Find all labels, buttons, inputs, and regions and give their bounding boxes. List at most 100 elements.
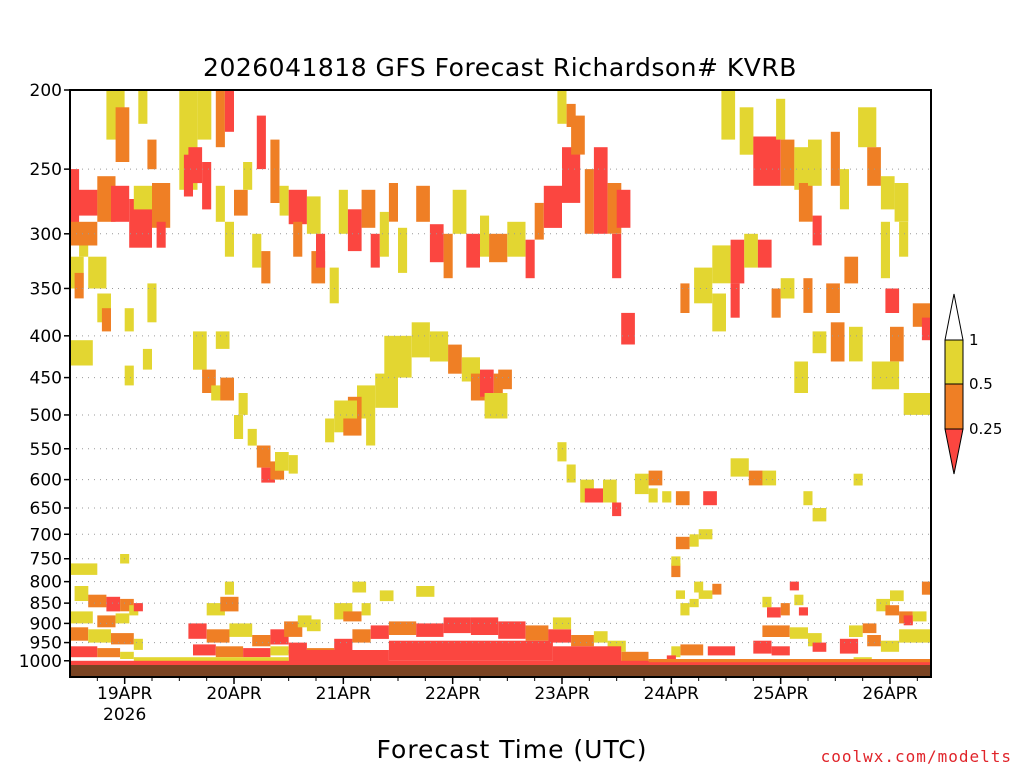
colorbar-label: 0.25 [969,420,1002,438]
ri-cell [325,418,335,443]
ri-cell [252,233,262,268]
ri-cell [115,613,130,624]
ri-cell [593,631,608,643]
ri-cell [612,233,622,279]
ri-cell [416,185,430,222]
ri-cell [334,638,353,652]
ri-cell [133,185,152,210]
ri-cell [388,183,398,222]
ri-cell [243,162,253,190]
ri-cell [306,196,321,234]
ri-cell [762,470,777,486]
ri-cell [903,615,913,626]
ri-cell [329,267,339,304]
ri-cell [748,470,763,486]
chart-title: 2026041818 GFS Forecast Richardson# KVRB [203,53,797,82]
y-tick-label: 400 [30,327,62,347]
y-tick-label: 250 [30,160,62,180]
colorbar-025-05 [944,383,964,430]
ri-cell [147,283,157,323]
ri-cell [899,629,931,643]
ri-cell [370,625,389,639]
ri-cell [288,650,389,662]
ri-cell [921,317,931,341]
ri-cell [133,603,143,612]
ri-cell [124,308,134,332]
ri-cell [880,176,895,210]
ri-cell [193,644,216,656]
ri-cell [375,373,398,408]
ri-cell [899,221,909,257]
ri-cell [525,625,549,641]
colorbar-gt1 [944,293,964,341]
ri-cell [247,428,257,446]
ri-cell [921,581,931,595]
ri-cell [256,115,266,170]
ri-cell [675,536,690,550]
y-tick-label: 450 [30,369,62,389]
ri-cell [753,640,772,654]
ri-cell [101,308,111,332]
ri-cell [398,227,408,273]
ri-cell [680,603,690,616]
ri-cell [534,202,544,240]
ri-cell [388,621,417,635]
ri-cell [120,651,134,659]
credit-link[interactable]: coolwx.com/modelts [821,747,1012,766]
y-tick-label: 300 [30,225,62,245]
ri-cell [197,90,212,140]
ri-cell [261,251,271,284]
ri-cell [238,393,248,415]
ri-cell [776,98,786,140]
ri-cell [252,635,271,647]
ri-cell [694,581,704,593]
ri-cell [767,607,781,618]
ri-cell [243,648,271,658]
ri-cell [839,169,849,210]
ri-cell [849,326,863,362]
ri-cell [142,348,152,370]
ri-cell [885,605,900,616]
ri-cell [712,245,731,284]
ri-cell [803,278,813,313]
ri-cell [138,90,148,124]
ri-cell [903,393,931,415]
ri-cell [429,224,444,263]
ri-cell [70,627,89,641]
ri-cell [648,488,658,503]
y-tick-label: 700 [30,525,62,545]
ri-cell [288,455,298,474]
ri-cell [730,239,745,284]
ri-cell [662,491,672,503]
ri-cell [780,603,790,616]
ri-cell [698,590,713,599]
ri-cell [794,594,804,606]
ri-cell [288,189,307,225]
ri-cell [411,322,430,358]
ri-cell [721,90,736,140]
ground-surface [70,665,931,677]
ri-cell [343,611,362,622]
ri-cell [133,657,289,663]
ri-cell [106,596,121,612]
ri-cell [680,283,690,313]
ri-cell [771,646,790,656]
ri-cell [215,90,225,148]
ri-cell [794,147,808,190]
colorbar-05-1 [944,339,964,385]
ri-cell [379,590,394,602]
ri-cell [671,563,681,578]
ri-cell [115,107,130,162]
ri-cell [489,233,508,263]
ri-cell [844,256,859,284]
ri-cell [224,90,234,132]
y-tick-label: 950 [30,634,62,654]
x-tick-label: 19APR [97,684,153,704]
y-tick-label: 800 [30,573,62,593]
ri-cell [416,623,444,637]
x-tick-year: 2026 [103,705,146,725]
ri-cell [621,312,635,345]
ri-cell [188,147,203,184]
ri-cell [256,445,271,468]
x-tick-label: 24APR [644,684,700,704]
